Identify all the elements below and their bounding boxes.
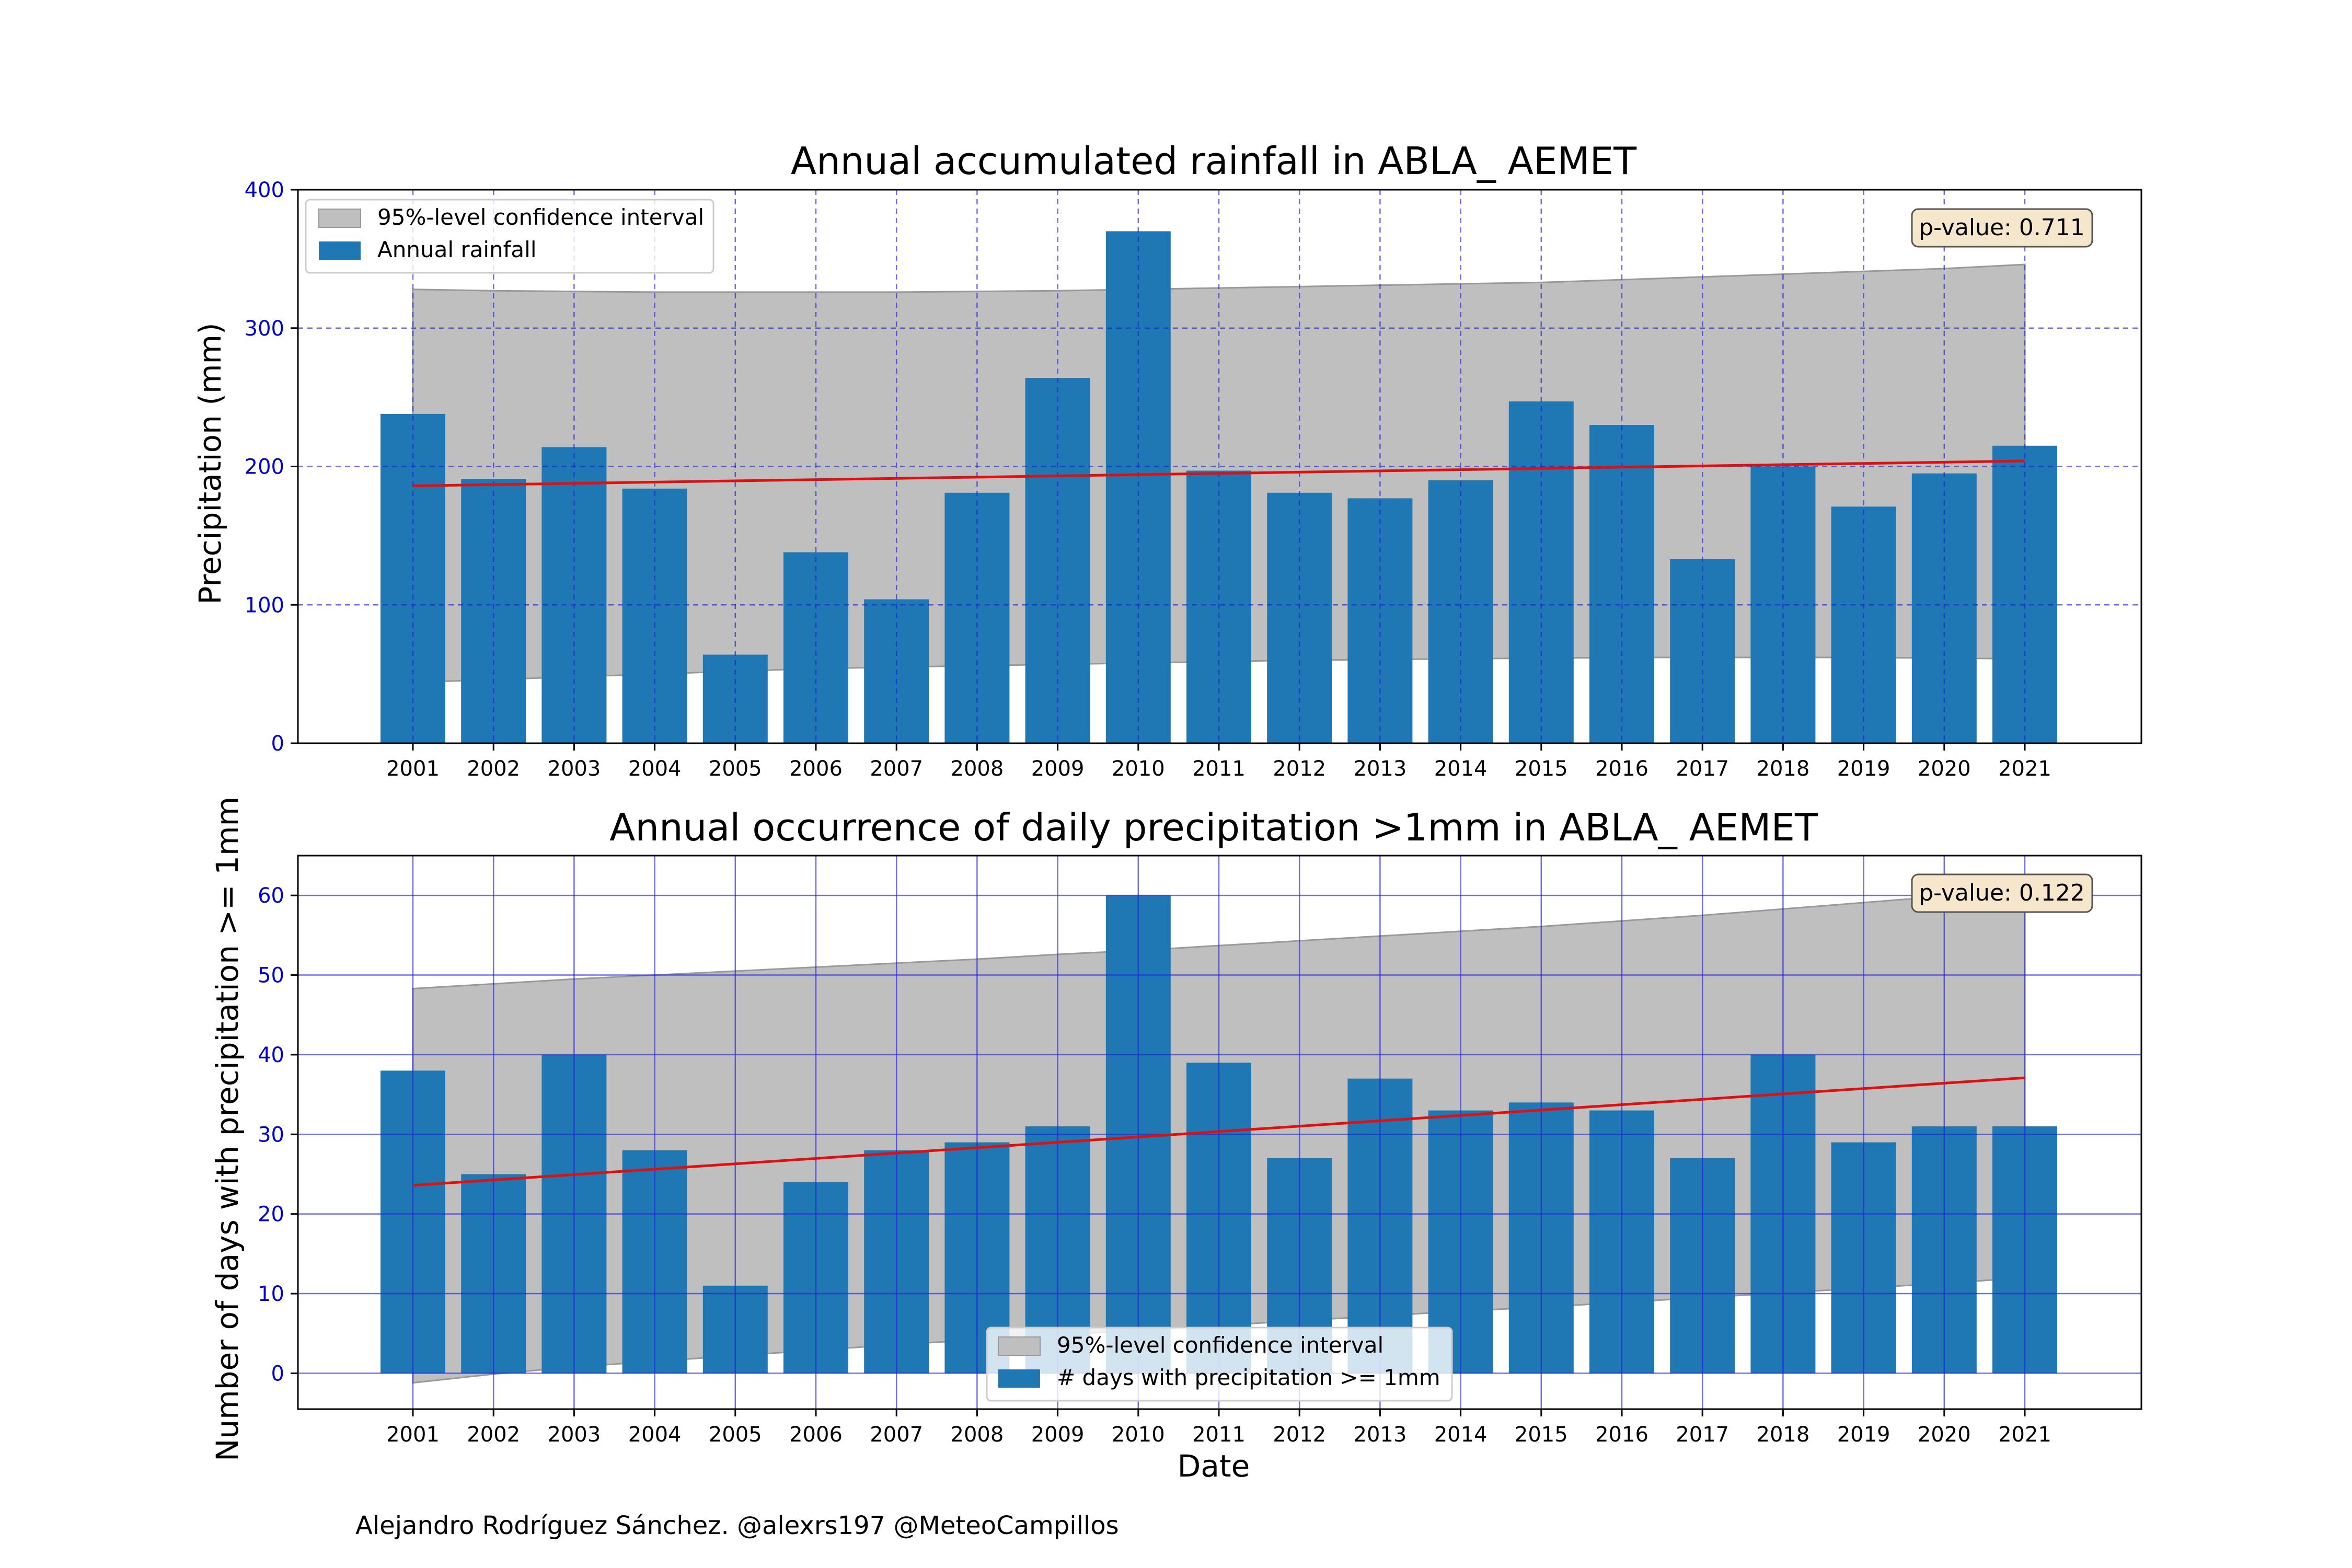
credit-text: Alejandro Rodríguez Sánchez. @alexrs197 … xyxy=(355,1511,1119,1540)
x-tick-label: 2015 xyxy=(1515,1423,1568,1447)
x-tick-label: 2018 xyxy=(1757,757,1810,781)
y-tick-label: 300 xyxy=(245,317,284,341)
legend-swatch-band xyxy=(998,1336,1041,1356)
bar-2010 xyxy=(1105,231,1171,743)
x-tick-label: 2012 xyxy=(1273,1423,1326,1447)
x-tick-label: 2007 xyxy=(870,1423,923,1447)
x-tick-label: 2019 xyxy=(1837,757,1890,781)
y-tick-label: 200 xyxy=(245,455,284,479)
x-tick-label: 2001 xyxy=(386,1423,440,1447)
x-tick-label: 2020 xyxy=(1918,757,1971,781)
x-tick-label: 2009 xyxy=(1031,1423,1085,1447)
trend-line xyxy=(412,459,2025,488)
x-tick-label: 2005 xyxy=(709,757,762,781)
x-tick-label: 2005 xyxy=(709,1423,762,1447)
legend: 95%-level confidence interval Annual rai… xyxy=(305,199,714,274)
x-tick-label: 2021 xyxy=(1998,757,2051,781)
legend-frame xyxy=(305,199,714,274)
x-tick-label: 2008 xyxy=(951,1423,1004,1447)
x-tick-label: 2001 xyxy=(386,757,440,781)
x-tick-label: 2002 xyxy=(467,757,520,781)
rainy-days-chart: Annual occurrence of daily precipitation… xyxy=(210,797,2142,1484)
x-tick-label: 2006 xyxy=(789,1423,843,1447)
y-tick-label: 20 xyxy=(258,1203,284,1227)
x-tick-label: 2014 xyxy=(1434,1423,1488,1447)
y-tick-label: 60 xyxy=(258,884,284,908)
x-tick-label: 2010 xyxy=(1112,757,1165,781)
chart-title: Annual occurrence of daily precipitation… xyxy=(609,805,1818,849)
p-value-label: p-value: 0.711 xyxy=(1919,214,2085,241)
y-axis-label: Number of days with precipitation >= 1mm xyxy=(210,797,245,1461)
y-axis-label: Precipitation (mm) xyxy=(192,322,228,604)
legend-frame xyxy=(986,1327,1453,1402)
x-tick-label: 2020 xyxy=(1918,1423,1971,1447)
legend-label-bars: # days with precipitation >= 1mm xyxy=(1057,1365,1440,1390)
x-tick-label: 2015 xyxy=(1515,757,1568,781)
x-tick-label: 2017 xyxy=(1676,757,1729,781)
p-value-box: p-value: 0.711 xyxy=(1911,208,2093,248)
chart-title: Annual accumulated rainfall in ABLA_ AEM… xyxy=(791,139,1637,183)
x-tick-label: 2019 xyxy=(1837,1423,1890,1447)
bar-2006 xyxy=(783,552,848,743)
x-tick-label: 2013 xyxy=(1354,757,1407,781)
x-tick-label: 2007 xyxy=(870,757,923,781)
y-tick-label: 100 xyxy=(245,593,284,617)
x-tick-label: 2016 xyxy=(1595,1423,1648,1447)
x-tick-label: 2014 xyxy=(1434,757,1488,781)
x-tick-label: 2002 xyxy=(467,1423,520,1447)
y-tick-label: 10 xyxy=(258,1282,284,1306)
bar-2002 xyxy=(461,479,526,743)
x-tick-label: 2012 xyxy=(1273,757,1326,781)
rainfall-chart: Annual accumulated rainfall in ABLA_ AEM… xyxy=(192,139,2142,781)
bar-2015 xyxy=(1508,401,1574,743)
bar-2013 xyxy=(1347,498,1413,743)
y-tick-label: 0 xyxy=(271,1362,284,1386)
p-value-label: p-value: 0.122 xyxy=(1919,880,2085,906)
x-tick-label: 2009 xyxy=(1031,757,1085,781)
x-tick-label: 2004 xyxy=(628,1423,682,1447)
y-tick-label: 50 xyxy=(258,964,284,988)
x-tick-label: 2013 xyxy=(1354,1423,1407,1447)
legend: 95%-level confidence interval # days wit… xyxy=(986,1327,1453,1402)
plot-area: 0 10 20 30 40 50 60 2001 2002 2003 2004 2005 2006 200… xyxy=(258,855,2142,1447)
x-tick-label: 2006 xyxy=(789,757,843,781)
legend-swatch-bars xyxy=(319,241,361,260)
p-value-box: p-value: 0.122 xyxy=(1911,873,2093,913)
x-tick-label: 2018 xyxy=(1757,1423,1810,1447)
y-tick-label: 40 xyxy=(258,1043,284,1067)
legend-label-band: 95%-level confidence interval xyxy=(377,204,704,230)
trend-line xyxy=(412,1076,2025,1187)
x-tick-label: 2010 xyxy=(1112,1423,1165,1447)
y-tick-label: 0 xyxy=(271,732,284,756)
x-tick-label: 2011 xyxy=(1192,757,1246,781)
plot-area: 0 100 200 300 400 2001 2002 2003 2004 2005 2006 200… xyxy=(245,178,2142,781)
legend-label-band: 95%-level confidence interval xyxy=(1057,1332,1383,1358)
x-tick-label: 2003 xyxy=(548,757,601,781)
x-tick-label: 2011 xyxy=(1192,1423,1246,1447)
x-axis-label: Date xyxy=(1178,1448,1250,1484)
x-tick-label: 2016 xyxy=(1595,757,1648,781)
x-tick-label: 2017 xyxy=(1676,1423,1729,1447)
y-tick-label: 400 xyxy=(245,178,284,202)
x-tick-label: 2021 xyxy=(1998,1423,2051,1447)
x-tick-label: 2003 xyxy=(548,1423,601,1447)
x-tick-label: 2008 xyxy=(951,757,1004,781)
legend-label-bars: Annual rainfall xyxy=(377,237,537,262)
legend-swatch-bars xyxy=(998,1369,1040,1388)
y-tick-label: 30 xyxy=(258,1123,284,1147)
legend-swatch-band xyxy=(318,209,361,228)
x-tick-label: 2004 xyxy=(628,757,682,781)
